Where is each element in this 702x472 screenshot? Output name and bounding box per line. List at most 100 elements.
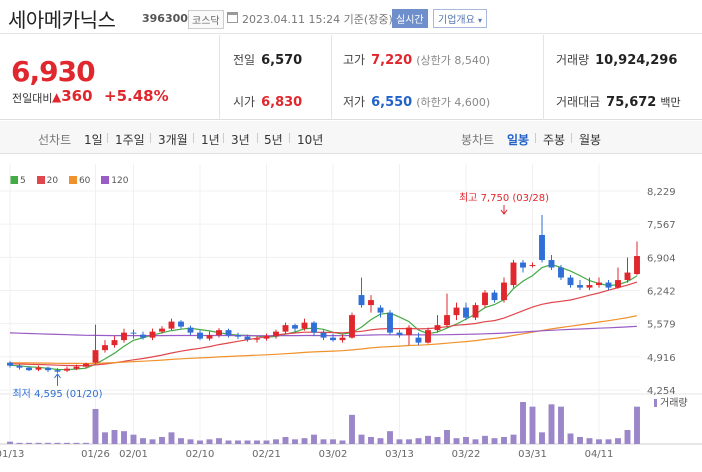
- candle-body: [121, 332, 127, 341]
- candle-body: [64, 368, 70, 371]
- candle-body: [529, 265, 536, 267]
- legend-ma5: 5: [10, 176, 26, 186]
- candle-body: [501, 282, 507, 301]
- volume-bar: [64, 442, 70, 444]
- y-tick-label: 7,567: [647, 220, 676, 231]
- volume-bar: [463, 437, 469, 444]
- volume-bar: [548, 404, 555, 444]
- candlestick-chart[interactable]: 거래량 8,2297,5676,9046,2425,5794,9164,254 …: [0, 154, 702, 472]
- company-overview-button[interactable]: 기업개요 ▾: [433, 9, 488, 28]
- candle-body: [444, 315, 450, 326]
- candle-body: [254, 338, 260, 340]
- moving-averages: [9, 263, 638, 371]
- volume-bar: [567, 433, 574, 444]
- legend-label: 5: [20, 176, 26, 186]
- candle-body: [453, 307, 460, 316]
- stat-low: 저가 6,550 (하한가 4,600): [343, 93, 490, 110]
- low-arrowhead: [54, 373, 61, 379]
- period-3m[interactable]: 3개월: [158, 133, 188, 147]
- candle-body: [615, 280, 621, 288]
- x-tick-label: 01/13: [0, 449, 24, 460]
- separator: [107, 133, 108, 143]
- candle-body: [16, 365, 23, 368]
- separator: [150, 133, 151, 143]
- candle-weekly[interactable]: 주봉: [543, 133, 566, 147]
- x-tick-label: 02/21: [252, 449, 281, 460]
- volume-bar: [73, 442, 80, 444]
- period-bar: 선차트 1일 1주일 3개월 1년 3년 5년 10년 봉차트 일봉 주봉 월봉: [0, 121, 702, 154]
- x-tick-label: 03/22: [452, 449, 481, 460]
- period-1w[interactable]: 1주일: [115, 133, 145, 147]
- volume-bar: [491, 438, 498, 444]
- candle-daily[interactable]: 일봉: [507, 133, 530, 147]
- amount-unit: 백만: [660, 96, 681, 109]
- stat-open: 시가 6,830: [233, 93, 302, 110]
- legend-label: 60: [78, 176, 91, 186]
- candle-monthly[interactable]: 월봉: [579, 133, 602, 147]
- volume-bar: [349, 414, 355, 444]
- candle-body: [178, 321, 184, 327]
- ma-legend: 5 20 60 120: [10, 176, 136, 186]
- volume-bar: [16, 442, 23, 444]
- candle-body: [292, 325, 298, 329]
- candle-body: [282, 325, 289, 332]
- x-tick-label: 02/10: [186, 449, 215, 460]
- x-tick-label: 03/13: [385, 449, 414, 460]
- volume-bar: [83, 442, 89, 444]
- realtime-button[interactable]: 실시간: [392, 9, 428, 28]
- volume-bar: [586, 438, 593, 444]
- stock-name: 세아메카닉스: [8, 8, 116, 32]
- period-3y[interactable]: 3년: [231, 133, 250, 147]
- volume-bar: [178, 438, 184, 444]
- candle-body: [605, 282, 612, 288]
- volume-bar: [330, 439, 336, 444]
- volume-bar: [254, 440, 260, 444]
- candle-body: [187, 327, 194, 333]
- candle-body: [406, 327, 412, 336]
- company-overview-label: 기업개요: [438, 15, 475, 26]
- candle-body: [349, 315, 355, 338]
- legend-swatch: [36, 176, 45, 184]
- low-label: 저가: [343, 95, 366, 109]
- volume-bar: [102, 432, 108, 444]
- candle-body: [548, 260, 555, 268]
- divider: [331, 35, 332, 120]
- volume-bars: 거래량: [7, 397, 688, 444]
- candle-body: [520, 262, 526, 268]
- period-1y[interactable]: 1년: [201, 133, 220, 147]
- candle-body: [45, 367, 51, 371]
- candle-chart-label: 봉차트: [461, 133, 495, 147]
- legend-ma120: 120: [101, 176, 128, 186]
- volume-bar: [130, 434, 137, 444]
- legend-ma60: 60: [68, 176, 91, 186]
- price-summary: 6,930 전일대비 ▲360 +5.48% 전일 6,570 고가 7,220 (상…: [0, 35, 702, 120]
- period-10y[interactable]: 10년: [297, 133, 324, 147]
- triangle-up-icon: ▲: [52, 90, 62, 104]
- stock-code: 396300: [142, 12, 188, 25]
- separator: [193, 133, 194, 143]
- x-tick-label: 01/26: [81, 449, 110, 460]
- chart-grid: [0, 164, 702, 445]
- candle-body: [35, 367, 42, 370]
- legend-swatch: [68, 176, 77, 184]
- volume-bar: [415, 438, 422, 444]
- candle-body: [368, 300, 374, 306]
- volume-bar: [339, 440, 346, 444]
- x-tick-label: 04/11: [585, 449, 614, 460]
- quote-datetime: 2023.04.11 15:24 기준(장중): [242, 13, 393, 26]
- period-1d[interactable]: 1일: [84, 133, 103, 147]
- volume-bar: [121, 431, 127, 444]
- volume-label: 거래량: [660, 397, 688, 409]
- candle-body: [83, 363, 89, 367]
- volume-label: 거래량: [556, 53, 590, 67]
- amount-label: 거래대금: [556, 95, 601, 109]
- candle-body: [7, 362, 13, 366]
- candle-body: [273, 331, 279, 337]
- separator: [535, 133, 536, 143]
- stat-prev-close: 전일 6,570: [233, 51, 302, 68]
- period-5y[interactable]: 5년: [264, 133, 283, 147]
- candle-body: [558, 267, 564, 278]
- calendar-icon: [227, 12, 238, 23]
- change-amount: 360: [61, 87, 93, 105]
- ma5-line: [9, 263, 638, 371]
